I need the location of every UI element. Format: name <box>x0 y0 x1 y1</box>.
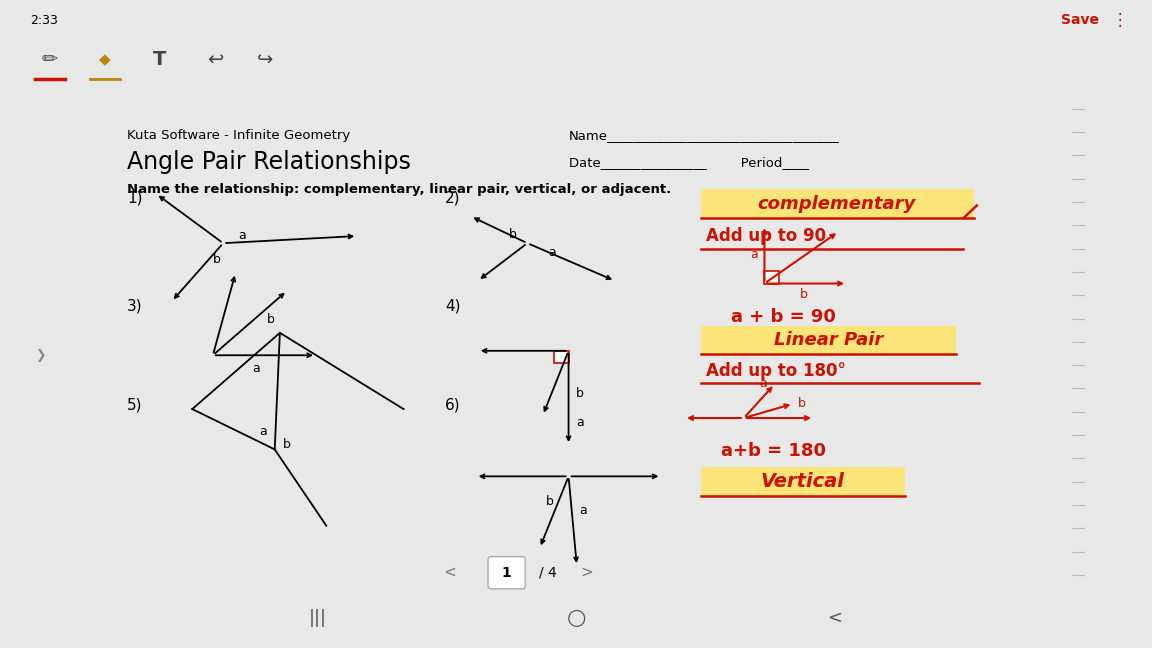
Text: <: < <box>827 609 842 627</box>
Text: Date________________        Period____: Date________________ Period____ <box>569 156 809 169</box>
FancyBboxPatch shape <box>700 326 956 354</box>
Text: Add up to 90: Add up to 90 <box>706 227 826 245</box>
Text: Vertical: Vertical <box>760 472 844 491</box>
Text: 4): 4) <box>445 299 461 314</box>
Text: |||: ||| <box>309 609 327 627</box>
Bar <box>765 271 779 284</box>
FancyBboxPatch shape <box>20 325 61 386</box>
Text: 2): 2) <box>445 191 461 206</box>
Text: ○: ○ <box>567 608 585 628</box>
Text: <: < <box>444 565 456 580</box>
Text: ◆: ◆ <box>99 52 111 67</box>
Text: Add up to 180°: Add up to 180° <box>706 362 846 380</box>
Text: 5): 5) <box>127 397 143 412</box>
Text: b: b <box>576 388 584 400</box>
Text: a: a <box>548 246 555 259</box>
Text: b: b <box>509 227 516 240</box>
Text: >: > <box>581 565 593 580</box>
Text: T: T <box>153 50 167 69</box>
Text: Kuta Software - Infinite Geometry: Kuta Software - Infinite Geometry <box>127 129 350 142</box>
FancyBboxPatch shape <box>700 189 973 218</box>
Text: a: a <box>759 378 767 391</box>
Text: a: a <box>252 362 260 375</box>
Text: b: b <box>283 439 290 452</box>
Text: ❯: ❯ <box>36 349 46 362</box>
Text: ↪: ↪ <box>257 50 273 69</box>
Text: b: b <box>799 288 808 301</box>
Text: a+b = 180: a+b = 180 <box>721 442 826 460</box>
Text: 1: 1 <box>502 566 511 580</box>
Text: b: b <box>266 313 274 326</box>
Text: ⋮: ⋮ <box>1112 11 1128 29</box>
Text: a + b = 90: a + b = 90 <box>732 308 836 326</box>
Bar <box>554 351 569 364</box>
Text: Name the relationship: complementary, linear pair, vertical, or adjacent.: Name the relationship: complementary, li… <box>127 183 672 196</box>
FancyBboxPatch shape <box>488 557 525 589</box>
Text: / 4: / 4 <box>539 566 556 580</box>
Text: a: a <box>576 416 584 429</box>
Text: a: a <box>238 229 247 242</box>
Text: Name___________________________________: Name___________________________________ <box>569 129 840 142</box>
Text: ↩: ↩ <box>207 50 223 69</box>
Text: a: a <box>579 504 586 517</box>
Text: 3): 3) <box>127 299 143 314</box>
Text: Save: Save <box>1061 13 1099 27</box>
Text: b: b <box>213 253 221 266</box>
Text: Angle Pair Relationships: Angle Pair Relationships <box>127 150 411 174</box>
Text: a: a <box>259 425 267 438</box>
Text: 6): 6) <box>445 397 461 412</box>
Text: Linear Pair: Linear Pair <box>774 331 884 349</box>
FancyBboxPatch shape <box>700 467 904 496</box>
Text: 2:33: 2:33 <box>30 14 58 27</box>
Text: ✏: ✏ <box>41 50 59 69</box>
Text: b: b <box>546 495 554 508</box>
Text: complementary: complementary <box>758 194 916 213</box>
Text: b: b <box>797 397 805 410</box>
Text: 1): 1) <box>127 191 143 206</box>
Text: a: a <box>750 248 758 261</box>
